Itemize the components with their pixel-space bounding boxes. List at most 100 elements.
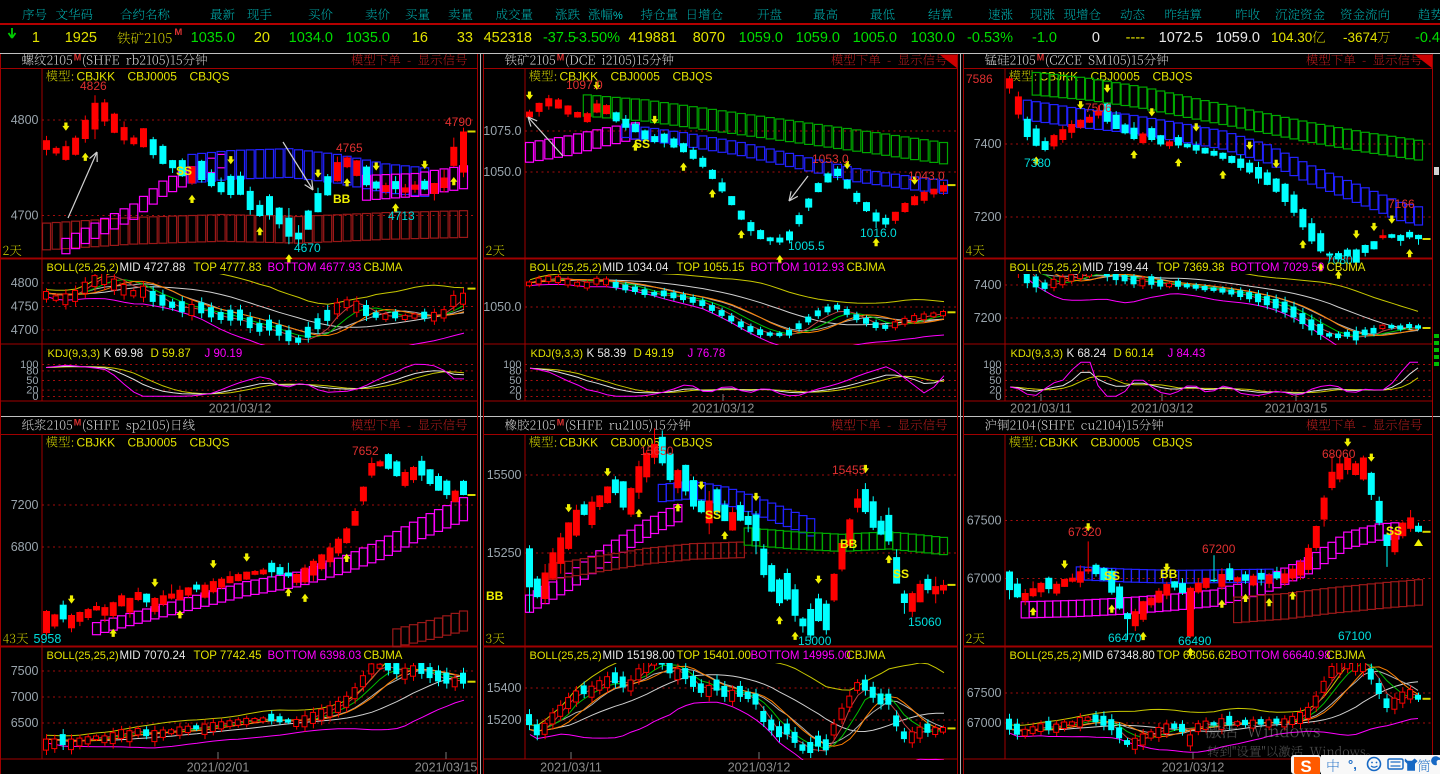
svg-text:BOTTOM 14995.00: BOTTOM 14995.00 [751, 650, 851, 662]
svg-text:°,: °, [1348, 757, 1357, 772]
svg-text:CBJMA: CBJMA [364, 650, 403, 662]
svg-text:2021/03/12: 2021/03/12 [209, 402, 272, 416]
svg-text:5958: 5958 [34, 632, 62, 646]
svg-text:419881: 419881 [629, 30, 677, 46]
svg-text:7380: 7380 [1024, 156, 1051, 170]
svg-text:2021/03/12: 2021/03/12 [1131, 402, 1194, 416]
svg-text:M: M [557, 53, 565, 63]
svg-text:CBJKK: CBJKK [1040, 436, 1079, 450]
svg-text:7400: 7400 [974, 278, 1002, 292]
svg-text:66470: 66470 [1108, 631, 1142, 645]
svg-text:100: 100 [20, 359, 38, 371]
svg-text:K 68.24: K 68.24 [1067, 348, 1107, 360]
svg-text:CBJMA: CBJMA [364, 262, 403, 274]
svg-text:MID 7199.44: MID 7199.44 [1083, 262, 1149, 274]
svg-text:D 49.19: D 49.19 [634, 348, 674, 360]
svg-text:-0.53%: -0.53% [967, 30, 1013, 46]
svg-text:CBJKK: CBJKK [560, 70, 599, 84]
svg-text:CBJMA: CBJMA [847, 650, 886, 662]
svg-text:BOLL(25,25,2): BOLL(25,25,2) [1010, 650, 1082, 662]
svg-text:1005.0: 1005.0 [853, 30, 897, 46]
svg-text:1072.5: 1072.5 [1159, 30, 1203, 46]
svg-text:20: 20 [26, 385, 38, 397]
svg-text:4700: 4700 [11, 323, 39, 337]
svg-text:452318: 452318 [484, 30, 532, 46]
svg-text:15455: 15455 [832, 463, 866, 477]
svg-text:1059.0: 1059.0 [739, 30, 783, 46]
svg-text:-3.50%: -3.50% [574, 30, 620, 46]
svg-text:1050.0: 1050.0 [483, 300, 521, 314]
svg-text:4700: 4700 [11, 209, 39, 223]
svg-text:CBJ0005: CBJ0005 [128, 436, 178, 450]
svg-text:0: 0 [995, 391, 1001, 403]
svg-text:CBJKK: CBJKK [560, 436, 599, 450]
svg-text:%: % [613, 10, 623, 22]
svg-text:CBJ0005: CBJ0005 [611, 436, 661, 450]
svg-text:MID 67348.80: MID 67348.80 [1083, 650, 1155, 662]
svg-text:4800: 4800 [11, 276, 39, 290]
svg-text:D 59.87: D 59.87 [151, 348, 191, 360]
svg-text:1059.0: 1059.0 [1216, 30, 1260, 46]
svg-text:15060: 15060 [908, 615, 942, 629]
svg-text:BB: BB [486, 589, 504, 603]
svg-text:CBJ0005: CBJ0005 [1091, 436, 1141, 450]
svg-text:M: M [74, 53, 82, 63]
svg-text:2021/03/12: 2021/03/12 [728, 761, 791, 774]
svg-text:80: 80 [509, 365, 521, 377]
svg-text:68060: 68060 [1322, 447, 1356, 461]
svg-text:----: ---- [1126, 30, 1145, 46]
svg-text:CBJ0005: CBJ0005 [611, 70, 661, 84]
svg-text:4750: 4750 [11, 300, 39, 314]
svg-text:2021/03/15: 2021/03/15 [1265, 402, 1328, 416]
svg-text:TOP 15401.00: TOP 15401.00 [677, 650, 751, 662]
svg-text:1075.0: 1075.0 [483, 124, 521, 138]
svg-text:J 76.78: J 76.78 [688, 348, 726, 360]
svg-text:CBJKK: CBJKK [77, 436, 116, 450]
svg-text:66490: 66490 [1178, 634, 1212, 648]
svg-text:BOTTOM 1012.93: BOTTOM 1012.93 [751, 262, 845, 274]
svg-text:BOTTOM 6398.03: BOTTOM 6398.03 [268, 650, 362, 662]
svg-text:-0.4: -0.4 [1415, 30, 1440, 46]
svg-text:4713: 4713 [388, 209, 415, 223]
svg-text:1035.0: 1035.0 [346, 30, 390, 46]
svg-text:1043.0: 1043.0 [908, 169, 945, 183]
svg-text:67000: 67000 [967, 572, 1002, 586]
svg-text:TOP 4777.83: TOP 4777.83 [194, 262, 262, 274]
svg-text:1034.0: 1034.0 [289, 30, 333, 46]
svg-text:1059.0: 1059.0 [796, 30, 840, 46]
svg-text:1035.0: 1035.0 [191, 30, 235, 46]
svg-text:MID 7070.24: MID 7070.24 [120, 650, 186, 662]
svg-text:80: 80 [989, 365, 1001, 377]
svg-text:20: 20 [989, 385, 1001, 397]
svg-text:16: 16 [412, 30, 428, 46]
svg-text:1925: 1925 [65, 30, 97, 46]
svg-text:4800: 4800 [11, 113, 39, 127]
svg-text:1030.0: 1030.0 [911, 30, 955, 46]
svg-text:CBJQS: CBJQS [673, 436, 713, 450]
svg-text:7080: 7080 [1326, 253, 1353, 267]
svg-text:2021/02/01: 2021/02/01 [187, 761, 250, 774]
svg-text:67000: 67000 [967, 716, 1002, 730]
svg-text:1053.0: 1053.0 [812, 152, 849, 166]
svg-text:BOLL(25,25,2): BOLL(25,25,2) [47, 262, 119, 274]
svg-text:S: S [1300, 757, 1311, 774]
svg-text:15250: 15250 [487, 546, 522, 560]
svg-text:CBJMA: CBJMA [1327, 650, 1366, 662]
svg-text:67320: 67320 [1068, 525, 1102, 539]
svg-text:SS: SS [176, 164, 192, 178]
svg-text:CBJQS: CBJQS [190, 70, 230, 84]
svg-text:M: M [557, 418, 565, 428]
svg-text:KDJ(9,3,3): KDJ(9,3,3) [48, 348, 101, 360]
svg-text:J 90.19: J 90.19 [205, 348, 243, 360]
svg-text:TOP 7369.38: TOP 7369.38 [1157, 262, 1225, 274]
svg-text:67500: 67500 [967, 686, 1002, 700]
svg-text:SS: SS [1386, 524, 1402, 538]
svg-text:TOP 1055.15: TOP 1055.15 [677, 262, 745, 274]
svg-text:67500: 67500 [967, 514, 1002, 528]
svg-text:-1.0: -1.0 [1032, 30, 1057, 46]
svg-text:33: 33 [457, 30, 473, 46]
svg-text:BOLL(25,25,2): BOLL(25,25,2) [530, 650, 602, 662]
svg-text:J 84.43: J 84.43 [1168, 348, 1206, 360]
svg-text:BB: BB [333, 192, 351, 206]
svg-text:7506: 7506 [1085, 101, 1112, 115]
